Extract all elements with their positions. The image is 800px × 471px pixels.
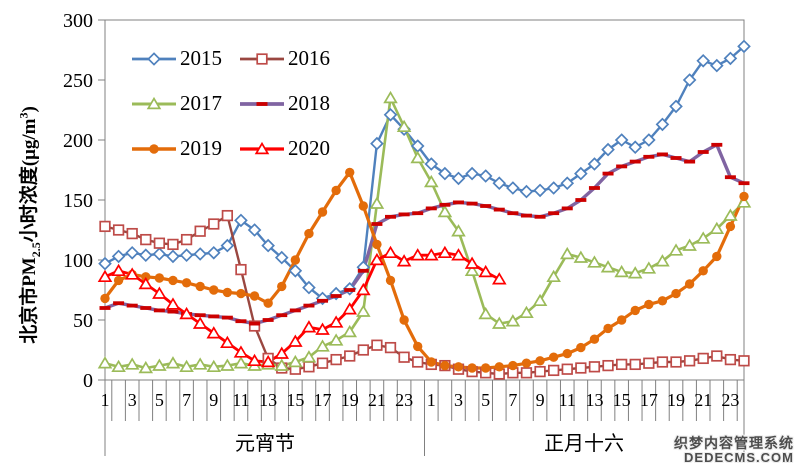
series-markers-2018	[99, 142, 750, 326]
x-tick-label: 9	[536, 390, 545, 410]
watermark-line1: 织梦内容管理系统	[674, 434, 794, 451]
y-tick-label: 250	[63, 70, 93, 92]
x-tick-label: 3	[128, 390, 137, 410]
y-tick-label: 300	[63, 10, 93, 32]
legend-label-2015: 2015	[180, 46, 222, 70]
series-markers-2016	[99, 209, 750, 380]
x-tick-label: 21	[694, 390, 712, 410]
x-tick-label: 19	[667, 390, 685, 410]
legend-label-2020: 2020	[288, 136, 330, 160]
day-group-label-lantern-festival: 元宵节	[235, 433, 295, 455]
x-tick-label: 3	[454, 390, 463, 410]
legend-swatch-2020	[240, 141, 284, 154]
legend-label-2017: 2017	[180, 91, 222, 115]
watermark: 织梦内容管理系统 DEDECMS.COM	[674, 435, 794, 466]
legend-item-2017: 2017	[131, 91, 239, 116]
legend-item-2019: 2019	[131, 136, 239, 161]
x-tick-label: 7	[182, 390, 191, 410]
x-tick-label: 23	[721, 390, 739, 410]
x-tick-label: 19	[341, 390, 359, 410]
y-tick-label: 50	[73, 310, 93, 332]
x-tick-label: 15	[286, 390, 304, 410]
legend-swatch-2015	[132, 51, 176, 66]
legend-label-2019: 2019	[180, 136, 222, 160]
legend-label-2018: 2018	[288, 91, 330, 115]
x-tick-label: 11	[232, 390, 249, 410]
series-markers-2015	[98, 39, 751, 306]
legend: 2015 2016 2017 2018 2019 2020	[131, 36, 351, 171]
x-tick-label: 5	[155, 390, 164, 410]
x-tick-label: 1	[427, 390, 436, 410]
legend-swatch-2016	[240, 52, 284, 65]
x-tick-label: 13	[585, 390, 603, 410]
y-tick-label: 100	[63, 250, 93, 272]
legend-swatch-2018	[240, 101, 284, 106]
x-tick-label: 17	[314, 390, 332, 410]
legend-item-2016: 2016	[239, 46, 351, 71]
x-tick-label: 11	[559, 390, 576, 410]
watermark-line2: DEDECMS.COM	[684, 450, 794, 466]
x-tick-label: 7	[508, 390, 517, 410]
legend-item-2015: 2015	[131, 46, 239, 71]
legend-label-2016: 2016	[288, 46, 330, 70]
x-tick-label: 17	[640, 390, 658, 410]
x-tick-label: 1	[101, 390, 110, 410]
day-group-label-sixteenth: 正月十六	[544, 433, 624, 455]
series-markers-2017	[97, 90, 752, 374]
legend-swatch-2019	[132, 143, 176, 154]
legend-item-2020: 2020	[239, 136, 351, 161]
legend-item-2018: 2018	[239, 91, 351, 116]
series-line-2016	[103, 214, 746, 376]
x-tick-label: 5	[481, 390, 490, 410]
legend-swatch-2017	[132, 96, 176, 109]
series-markers-2019	[100, 167, 749, 373]
x-tick-label: 13	[259, 390, 277, 410]
x-tick-label: 9	[209, 390, 218, 410]
x-tick-label: 21	[368, 390, 386, 410]
series-markers-2020	[97, 245, 507, 368]
y-axis-title: 北京市PM2.5小时浓度(μg/m3)	[16, 106, 43, 344]
x-tick-label: 15	[613, 390, 631, 410]
x-tick-label: 23	[395, 390, 413, 410]
y-tick-label: 0	[83, 370, 93, 392]
y-tick-label: 200	[63, 130, 93, 152]
y-tick-label: 150	[63, 190, 93, 212]
